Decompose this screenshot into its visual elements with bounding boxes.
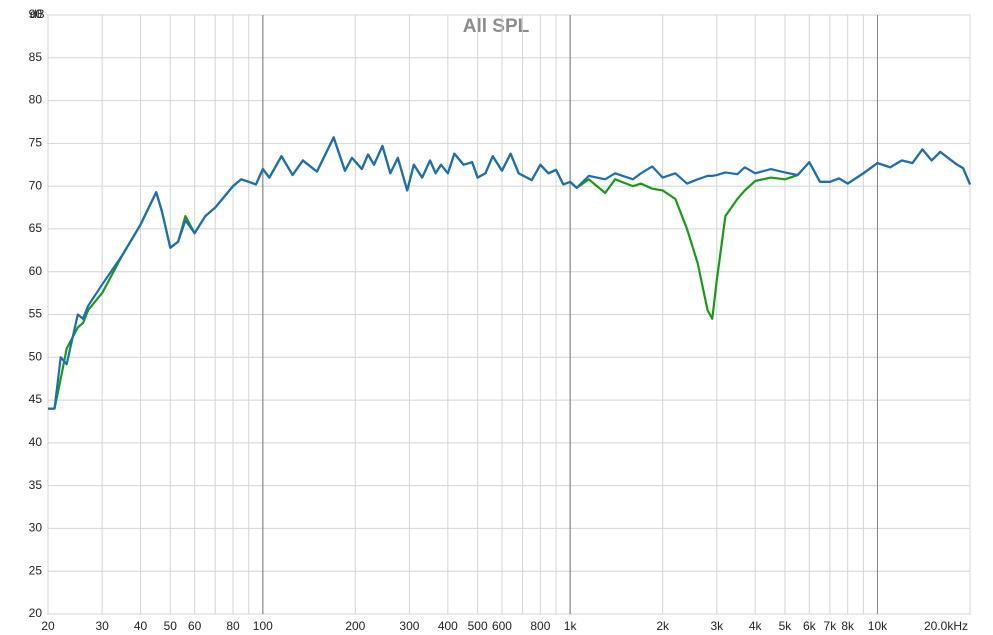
- y-tick-label: 85: [29, 50, 43, 64]
- y-tick-label: 20: [29, 606, 43, 620]
- x-tick-label: 50: [164, 619, 178, 633]
- x-tick-label: 4k: [749, 619, 763, 633]
- x-tick-label: 80: [226, 619, 240, 633]
- y-tick-label: 60: [29, 264, 43, 278]
- x-tick-label: 3k: [710, 619, 724, 633]
- series-line: [48, 136, 972, 410]
- x-tick-label: 60: [188, 619, 202, 633]
- y-tick-label: 35: [29, 478, 43, 492]
- x-tick-label: 1k: [564, 619, 578, 633]
- y-tick-label: 25: [29, 563, 43, 577]
- y-tick-label: 45: [29, 392, 43, 406]
- x-tick-label: 600: [492, 619, 512, 633]
- x-tick-label: 100: [253, 619, 273, 633]
- x-tick-label: 30: [95, 619, 109, 633]
- y-tick-label: 65: [29, 221, 43, 235]
- x-tick-label: 500: [468, 619, 488, 633]
- y-tick-label: 80: [29, 93, 43, 107]
- y-tick-label: 55: [29, 307, 43, 321]
- y-tick-label: 40: [29, 435, 43, 449]
- x-tick-label: 6k: [803, 619, 817, 633]
- x-tick-label: 400: [438, 619, 458, 633]
- y-tick-label: 75: [29, 136, 43, 150]
- x-tick-label: 20: [41, 619, 55, 633]
- y-tick-label: 70: [29, 178, 43, 192]
- x-tick-label: 8k: [841, 619, 855, 633]
- y-axis-label: dB: [30, 7, 45, 21]
- y-tick-label: 30: [29, 521, 43, 535]
- x-tick-label: 300: [399, 619, 419, 633]
- x-tick-label: 10k: [868, 619, 888, 633]
- x-tick-label: 200: [345, 619, 365, 633]
- x-tick-label: 40: [134, 619, 148, 633]
- x-tick-label: 800: [530, 619, 550, 633]
- x-tick-label: 20.0kHz: [924, 619, 968, 633]
- y-tick-label: 50: [29, 349, 43, 363]
- x-tick-label: 2k: [656, 619, 670, 633]
- x-tick-label: 5k: [779, 619, 793, 633]
- chart-title: All SPL: [463, 16, 530, 37]
- y-tick-label: 90: [29, 7, 43, 21]
- x-tick-label: 7k: [824, 619, 838, 633]
